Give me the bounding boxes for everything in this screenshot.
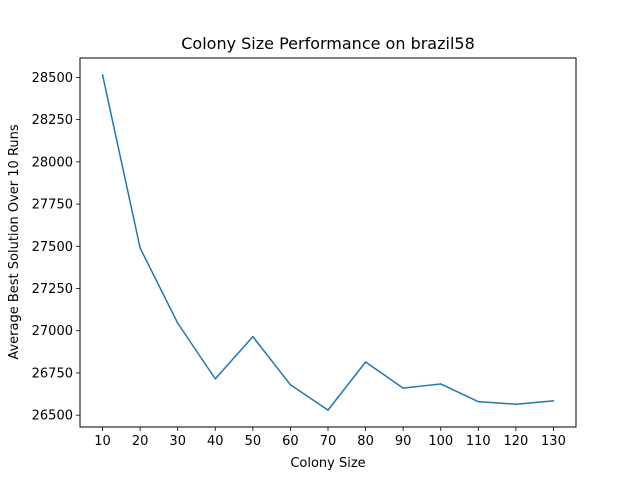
chart-title: Colony Size Performance on brazil58 [181,34,475,53]
data-point [327,409,329,411]
y-axis-ticks: 26500 26750 27000 27250 27500 27750 28000 28250… [32,71,80,424]
data-point [176,322,179,324]
y-tick-label: 27750 [32,198,73,213]
x-tick-label: 70 [320,434,337,449]
data-point [515,403,517,405]
y-tick-label: 26500 [32,409,73,424]
data-point [402,387,404,389]
data-point [439,383,442,385]
x-tick-label: 50 [245,434,262,449]
x-tick-label: 40 [207,434,224,449]
y-axis-label: Average Best Solution Over 10 Runs [7,124,22,360]
x-tick-label: 90 [395,434,412,449]
x-tick-label: 100 [428,434,453,449]
data-point [214,378,217,380]
x-axis-label: Colony Size [290,456,365,471]
axes-frame [79,57,577,428]
x-tick-label: 80 [357,434,374,449]
x-tick-label: 30 [169,434,186,449]
x-axis-ticks: 10 20 30 40 50 60 70 80 90 100 110 120 130 [94,427,566,449]
y-tick-label: 27250 [32,282,73,297]
y-tick-label: 28250 [32,113,73,128]
x-tick-label: 60 [282,434,299,449]
data-point [101,74,104,76]
x-tick-label: 10 [94,434,111,449]
y-tick-label: 27500 [32,240,73,255]
data-point [289,384,292,386]
y-tick-label: 26750 [32,366,73,381]
x-tick-label: 20 [132,434,149,449]
y-tick-label: 28000 [32,155,73,170]
data-point [139,247,141,249]
data-point [552,400,555,402]
y-tick-label: 27000 [32,324,73,339]
x-tick-label: 110 [466,434,491,449]
x-tick-label: 120 [503,434,528,449]
data-point [252,335,254,338]
data-point [477,400,480,403]
y-tick-label: 28500 [32,71,73,86]
data-point [364,361,367,363]
x-tick-label: 130 [541,434,566,449]
series-line-0 [101,74,554,411]
plot-area [101,74,555,411]
